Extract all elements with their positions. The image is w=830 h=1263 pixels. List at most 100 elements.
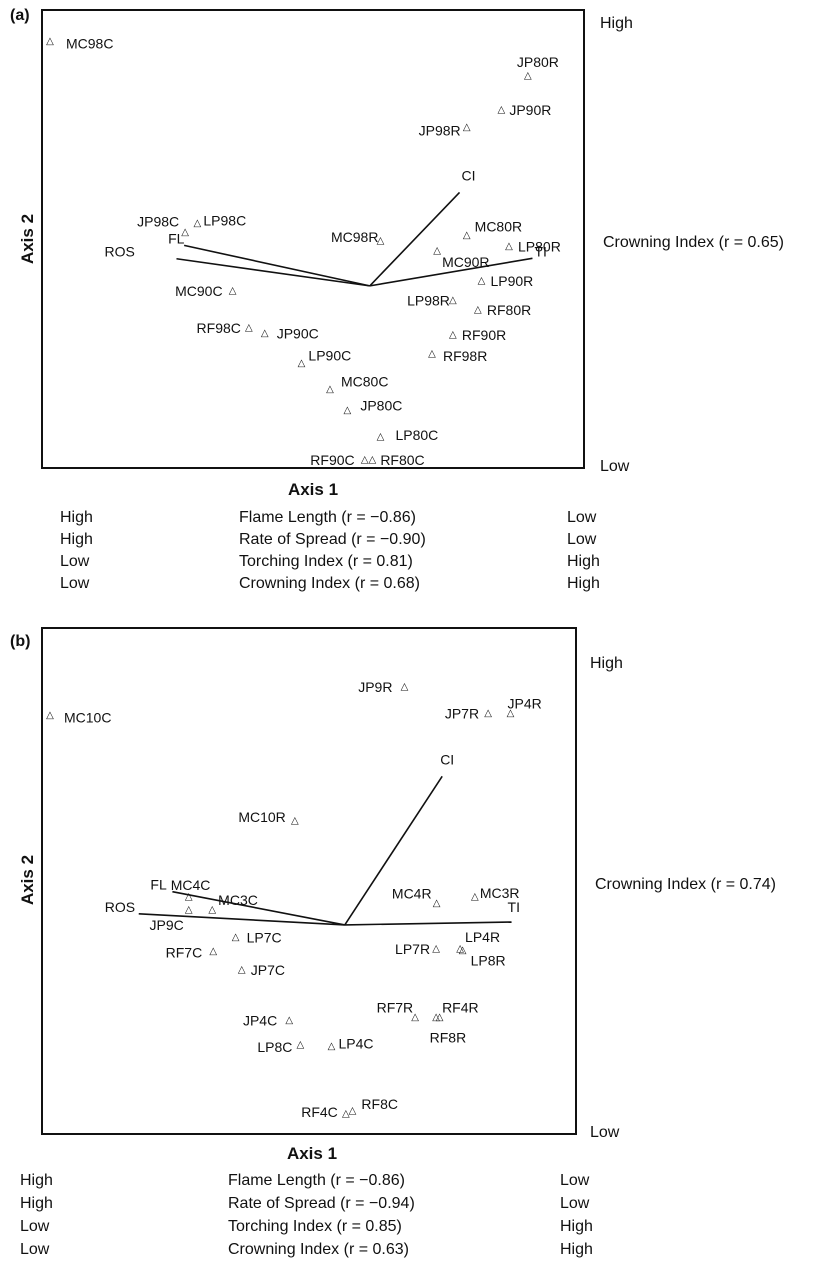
table-b-row-3-right: High bbox=[560, 1218, 593, 1235]
point-label-jp4r: JP4R bbox=[508, 695, 542, 711]
vector-label-ti: TI bbox=[508, 899, 520, 915]
point-label-mc80c: MC80C bbox=[341, 374, 388, 390]
point-label-rf7r: RF7R bbox=[377, 999, 414, 1015]
vector-label-fl: FL bbox=[150, 877, 167, 893]
vector-line-ci bbox=[344, 775, 443, 926]
point-label-rf4c: RF4C bbox=[301, 1104, 338, 1120]
point-label-jp90c: JP90C bbox=[277, 326, 319, 342]
table-b-row-4-right: High bbox=[560, 1241, 593, 1258]
table-b-row-1-variable: Flame Length (r = −0.86) bbox=[228, 1172, 405, 1189]
vector-label-ros: ROS bbox=[105, 899, 135, 915]
table-b-row-3-variable: Torching Index (r = 0.85) bbox=[228, 1218, 402, 1235]
panel-b-table: High Flame Length (r = −0.86) Low High R… bbox=[20, 1172, 593, 1258]
panel-b: (b) High Low Crowning Index (r = 0.74) A… bbox=[10, 627, 776, 1258]
point-label-lp98r: LP98R bbox=[407, 293, 450, 309]
panel-a-low-label: Low bbox=[600, 458, 630, 475]
point-marker-jp7c: △ bbox=[238, 965, 246, 976]
point-label-lp8c: LP8C bbox=[257, 1039, 292, 1055]
point-label-rf98r: RF98R bbox=[443, 348, 487, 364]
point-marker-jp80r: △ bbox=[524, 70, 532, 81]
point-label-jp9c: JP9C bbox=[149, 917, 183, 933]
table-b-row-1-left: High bbox=[20, 1172, 53, 1189]
point-label-lp8r: LP8R bbox=[471, 952, 506, 968]
panel-a-vectors: CI TI FL ROS bbox=[104, 167, 547, 287]
point-marker-rf7r: △ bbox=[411, 1012, 419, 1023]
panel-b-xlabel: Axis 1 bbox=[287, 1144, 337, 1163]
point-marker-rf98r: △ bbox=[428, 349, 436, 360]
point-label-mc98r: MC98R bbox=[331, 229, 378, 245]
point-label-jp7c: JP7C bbox=[251, 962, 285, 978]
point-marker-jp80c: △ bbox=[343, 405, 351, 416]
point-marker-jp9r: △ bbox=[401, 681, 409, 692]
table-b-row-3-left: Low bbox=[20, 1218, 50, 1235]
point-label-mc4c: MC4C bbox=[171, 877, 211, 893]
vector-label-fl: FL bbox=[168, 230, 185, 246]
point-label-rf98c: RF98C bbox=[197, 320, 241, 336]
point-label-mc90r: MC90R bbox=[442, 254, 489, 270]
point-marker-lp4r: △ bbox=[456, 943, 464, 954]
panel-b-low-label: Low bbox=[590, 1124, 620, 1141]
point-marker-lp90c: △ bbox=[298, 358, 306, 369]
point-label-rf90r: RF90R bbox=[462, 327, 506, 343]
table-b-row-4-variable: Crowning Index (r = 0.63) bbox=[228, 1241, 409, 1258]
vector-line-ros bbox=[176, 257, 370, 287]
vector-line-ti bbox=[369, 257, 533, 287]
point-marker-jp7r: △ bbox=[484, 708, 492, 719]
point-marker-rf4r: △ bbox=[432, 1012, 440, 1023]
point-label-rf7c: RF7C bbox=[166, 944, 203, 960]
point-label-lp4c: LP4C bbox=[339, 1036, 374, 1052]
point-label-jp4c: JP4C bbox=[243, 1013, 277, 1029]
panel-b-points: △ MC10C△JP9R△JP7R △JP4R△MC10R△MC4C△MC3C △MC… bbox=[46, 679, 542, 1120]
point-marker-lp7c: △ bbox=[232, 932, 240, 943]
panel-a-table: High Flame Length (r = −0.86) Low High R… bbox=[60, 509, 600, 592]
point-label-mc10c: MC10C bbox=[64, 710, 111, 726]
point-marker-jp4r: △ bbox=[507, 708, 515, 719]
point-marker-lp80r: △ bbox=[505, 241, 513, 252]
point-label-lp4r: LP4R bbox=[465, 929, 500, 945]
panel-a-xlabel: Axis 1 bbox=[288, 480, 338, 499]
panel-b-label: (b) bbox=[10, 633, 30, 650]
point-marker-lp98c: △ bbox=[194, 218, 202, 229]
panel-a-ylabel: Axis 2 bbox=[18, 214, 37, 264]
point-marker-jp4c: △ bbox=[285, 1015, 293, 1026]
vector-line-ci bbox=[369, 191, 461, 287]
point-marker-lp98r: △ bbox=[449, 295, 457, 306]
table-b-row-2-left: High bbox=[20, 1195, 53, 1212]
table-a-row-3-variable: Torching Index (r = 0.81) bbox=[239, 553, 413, 570]
table-b-row-4-left: Low bbox=[20, 1241, 50, 1258]
point-label-lp90r: LP90R bbox=[490, 273, 533, 289]
point-marker-lp80c: △ bbox=[377, 431, 385, 442]
point-marker-jp98c: △ bbox=[181, 227, 189, 238]
table-b-row-1-right: Low bbox=[560, 1172, 590, 1189]
point-label-lp7c: LP7C bbox=[247, 929, 282, 945]
point-marker-jp98r: △ bbox=[463, 122, 471, 133]
table-a-row-1-right: Low bbox=[567, 509, 597, 526]
point-marker-mc90r: △ bbox=[433, 245, 441, 256]
point-marker-rf90c: △ bbox=[361, 454, 369, 465]
point-label-mc10r: MC10R bbox=[238, 809, 285, 825]
point-marker-mc90c: △ bbox=[229, 285, 237, 296]
point-marker-rf80r: △ bbox=[474, 305, 482, 316]
point-marker-mc10c: △ bbox=[46, 710, 54, 721]
point-label-rf80r: RF80R bbox=[487, 302, 531, 318]
point-label-lp80r: LP80R bbox=[518, 238, 561, 254]
point-marker-rf80c: △ bbox=[368, 454, 376, 465]
point-marker-lp90r: △ bbox=[478, 276, 486, 287]
vector-line-ros bbox=[138, 913, 345, 926]
vector-line-fl bbox=[172, 890, 345, 926]
point-label-rf8r: RF8R bbox=[430, 1029, 467, 1045]
table-a-row-4-left: Low bbox=[60, 575, 90, 592]
panel-b-ylabel: Axis 2 bbox=[18, 855, 37, 905]
point-marker-mc98c: △ bbox=[46, 36, 54, 47]
panel-a-label: (a) bbox=[10, 7, 30, 24]
panel-b-high-label: High bbox=[590, 655, 623, 672]
point-label-lp98c: LP98C bbox=[203, 213, 246, 229]
table-a-row-2-variable: Rate of Spread (r = −0.90) bbox=[239, 531, 426, 548]
point-marker-mc3c: △ bbox=[208, 905, 216, 916]
point-marker-mc4r: △ bbox=[433, 898, 441, 909]
panel-a-high-label: High bbox=[600, 15, 633, 32]
point-marker-mc80r: △ bbox=[463, 230, 471, 241]
point-label-jp9r: JP9R bbox=[358, 679, 392, 695]
point-label-mc4r: MC4R bbox=[392, 885, 432, 901]
